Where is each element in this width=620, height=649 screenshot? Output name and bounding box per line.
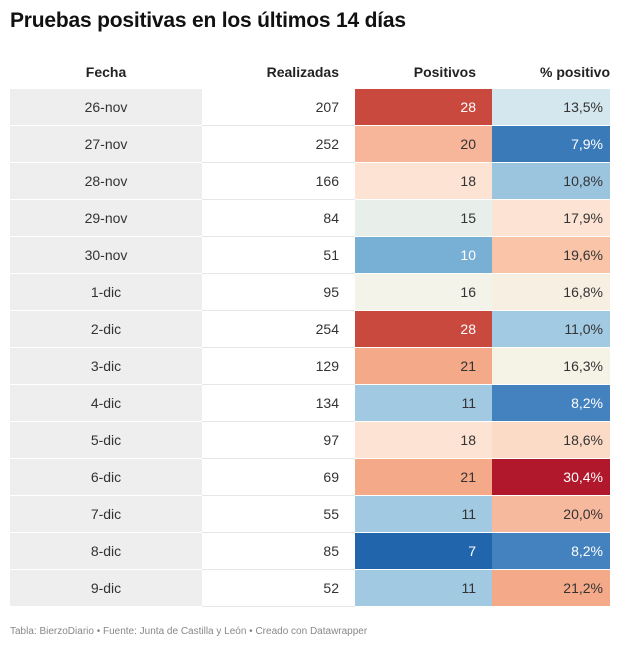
table-row: 1-dic 95 16 16,8%: [10, 273, 610, 311]
column-header-fecha[interactable]: Fecha: [85, 64, 127, 80]
cell-positivos: 16: [355, 273, 492, 311]
cell-positivos: 28: [355, 89, 492, 126]
cell-realizadas: 85: [202, 532, 355, 570]
cell-pct-positivo: 8,2%: [492, 532, 610, 570]
cell-pct-positivo: 18,6%: [492, 421, 610, 459]
page-title: Pruebas positivas en los últimos 14 días: [10, 9, 406, 32]
cell-fecha: 4-dic: [10, 384, 202, 422]
cell-positivos: 11: [355, 384, 492, 422]
cell-fecha: 5-dic: [10, 421, 202, 459]
cell-positivos: 11: [355, 569, 492, 607]
table-row: 2-dic 254 28 11,0%: [10, 310, 610, 348]
table-row: 30-nov 51 10 19,6%: [10, 236, 610, 274]
cell-pct-positivo: 20,0%: [492, 495, 610, 533]
column-header-pct-positivo[interactable]: % positivo: [539, 64, 610, 80]
cell-fecha: 7-dic: [10, 495, 202, 533]
cell-positivos: 15: [355, 199, 492, 237]
cell-realizadas: 129: [202, 347, 355, 385]
cell-positivos: 10: [355, 236, 492, 274]
cell-fecha: 2-dic: [10, 310, 202, 348]
cell-positivos: 21: [355, 458, 492, 496]
cell-pct-positivo: 30,4%: [492, 458, 610, 496]
cell-pct-positivo: 11,0%: [492, 310, 610, 348]
cell-pct-positivo: 7,9%: [492, 125, 610, 163]
cell-realizadas: 51: [202, 236, 355, 274]
data-table: Fecha Realizadas Positivos % positivo 26…: [10, 55, 610, 607]
cell-positivos: 18: [355, 162, 492, 200]
cell-positivos: 21: [355, 347, 492, 385]
cell-pct-positivo: 13,5%: [492, 89, 610, 126]
cell-pct-positivo: 8,2%: [492, 384, 610, 422]
cell-fecha: 28-nov: [10, 162, 202, 200]
cell-fecha: 30-nov: [10, 236, 202, 274]
cell-realizadas: 95: [202, 273, 355, 311]
cell-positivos: 7: [355, 532, 492, 570]
cell-positivos: 11: [355, 495, 492, 533]
cell-realizadas: 254: [202, 310, 355, 348]
cell-pct-positivo: 10,8%: [492, 162, 610, 200]
cell-positivos: 28: [355, 310, 492, 348]
cell-pct-positivo: 16,3%: [492, 347, 610, 385]
cell-pct-positivo: 16,8%: [492, 273, 610, 311]
table-row: 29-nov 84 15 17,9%: [10, 199, 610, 237]
table-row: 4-dic 134 11 8,2%: [10, 384, 610, 422]
cell-fecha: 26-nov: [10, 89, 202, 126]
cell-realizadas: 84: [202, 199, 355, 237]
cell-fecha: 29-nov: [10, 199, 202, 237]
cell-fecha: 27-nov: [10, 125, 202, 163]
cell-realizadas: 52: [202, 569, 355, 607]
cell-positivos: 20: [355, 125, 492, 163]
cell-realizadas: 69: [202, 458, 355, 496]
column-header-realizadas[interactable]: Realizadas: [266, 64, 339, 80]
cell-fecha: 6-dic: [10, 458, 202, 496]
cell-fecha: 9-dic: [10, 569, 202, 607]
cell-fecha: 1-dic: [10, 273, 202, 311]
cell-realizadas: 55: [202, 495, 355, 533]
table-row: 28-nov 166 18 10,8%: [10, 162, 610, 200]
table-row: 5-dic 97 18 18,6%: [10, 421, 610, 459]
cell-realizadas: 166: [202, 162, 355, 200]
table-row: 7-dic 55 11 20,0%: [10, 495, 610, 533]
footer-credits: Tabla: BierzoDiario • Fuente: Junta de C…: [10, 626, 368, 637]
table-row: 27-nov 252 20 7,9%: [10, 125, 610, 163]
table-header-row: Fecha Realizadas Positivos % positivo: [10, 55, 610, 89]
table-row: 6-dic 69 21 30,4%: [10, 458, 610, 496]
cell-positivos: 18: [355, 421, 492, 459]
cell-pct-positivo: 21,2%: [492, 569, 610, 607]
cell-pct-positivo: 19,6%: [492, 236, 610, 274]
cell-realizadas: 207: [202, 89, 355, 126]
table-row: 9-dic 52 11 21,2%: [10, 569, 610, 607]
table-body: 26-nov 207 28 13,5% 27-nov 252 20 7,9% 28-nov 166…: [10, 89, 610, 607]
table-row: 8-dic 85 7 8,2%: [10, 532, 610, 570]
cell-realizadas: 252: [202, 125, 355, 163]
cell-realizadas: 97: [202, 421, 355, 459]
cell-pct-positivo: 17,9%: [492, 199, 610, 237]
cell-fecha: 3-dic: [10, 347, 202, 385]
cell-fecha: 8-dic: [10, 532, 202, 570]
table-row: 26-nov 207 28 13,5%: [10, 89, 610, 126]
column-header-positivos[interactable]: Positivos: [413, 64, 476, 80]
cell-realizadas: 134: [202, 384, 355, 422]
table-row: 3-dic 129 21 16,3%: [10, 347, 610, 385]
